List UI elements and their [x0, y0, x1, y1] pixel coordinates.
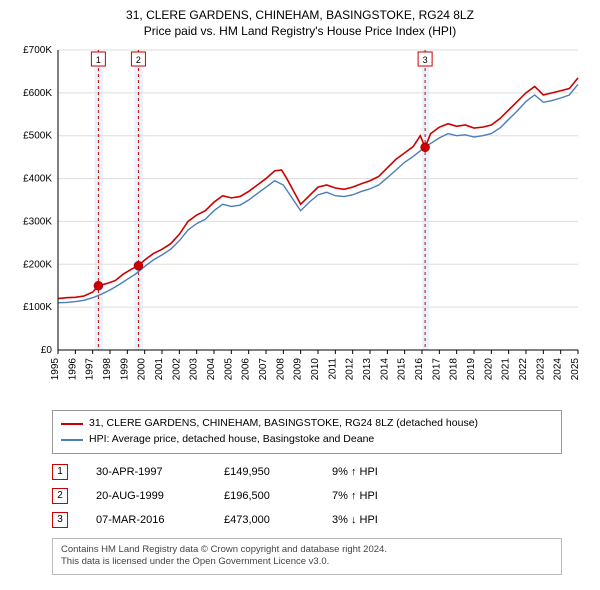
svg-text:£500K: £500K: [23, 131, 52, 142]
svg-text:2008: 2008: [275, 358, 286, 381]
svg-text:£200K: £200K: [23, 259, 52, 270]
svg-text:2001: 2001: [154, 358, 165, 381]
svg-text:2005: 2005: [223, 358, 234, 381]
transaction-badge: 2: [52, 488, 68, 504]
chart-svg: £0 £100K £200K £300K £400K £500K £600K £700K 199…: [10, 42, 586, 402]
transaction-delta: 9% ↑ HPI: [332, 466, 422, 478]
title-block: 31, CLERE GARDENS, CHINEHAM, BASINGSTOKE…: [10, 8, 590, 38]
svg-text:2024: 2024: [553, 358, 564, 381]
footer-line2: This data is licensed under the Open Gov…: [61, 556, 553, 569]
svg-text:1997: 1997: [85, 358, 96, 381]
transaction-delta: 7% ↑ HPI: [332, 490, 422, 502]
svg-text:2006: 2006: [241, 358, 252, 381]
transaction-date: 07-MAR-2016: [96, 514, 196, 526]
legend-label-0: 31, CLERE GARDENS, CHINEHAM, BASINGSTOKE…: [89, 416, 478, 432]
svg-text:3: 3: [423, 55, 428, 65]
svg-text:£400K: £400K: [23, 174, 52, 185]
svg-text:2025: 2025: [570, 358, 581, 381]
transaction-delta: 3% ↓ HPI: [332, 514, 422, 526]
svg-text:£100K: £100K: [23, 302, 52, 313]
svg-text:2016: 2016: [414, 358, 425, 381]
svg-text:2007: 2007: [258, 358, 269, 381]
transaction-price: £149,950: [224, 466, 304, 478]
transaction-date: 30-APR-1997: [96, 466, 196, 478]
transaction-badge: 3: [52, 512, 68, 528]
svg-text:1995: 1995: [50, 358, 61, 381]
svg-text:£700K: £700K: [23, 45, 52, 56]
svg-text:2020: 2020: [483, 358, 494, 381]
transaction-badge: 1: [52, 464, 68, 480]
svg-text:1998: 1998: [102, 358, 113, 381]
transaction-row: 3 07-MAR-2016 £473,000 3% ↓ HPI: [52, 508, 582, 532]
svg-text:2023: 2023: [535, 358, 546, 381]
svg-text:2010: 2010: [310, 358, 321, 381]
chart-area: £0 £100K £200K £300K £400K £500K £600K £700K 199…: [10, 42, 586, 402]
legend-row: HPI: Average price, detached house, Basi…: [61, 432, 553, 448]
svg-text:1: 1: [96, 55, 101, 65]
transaction-row: 2 20-AUG-1999 £196,500 7% ↑ HPI: [52, 484, 582, 508]
svg-text:£600K: £600K: [23, 88, 52, 99]
svg-text:2012: 2012: [345, 358, 356, 381]
svg-text:2000: 2000: [137, 358, 148, 381]
svg-text:2015: 2015: [397, 358, 408, 381]
svg-text:2003: 2003: [189, 358, 200, 381]
legend-swatch-1: [61, 439, 83, 441]
transactions-table: 1 30-APR-1997 £149,950 9% ↑ HPI 2 20-AUG-1999…: [52, 460, 582, 532]
svg-text:2018: 2018: [449, 358, 460, 381]
svg-text:£300K: £300K: [23, 216, 52, 227]
svg-text:2017: 2017: [431, 358, 442, 381]
footer-line1: Contains HM Land Registry data © Crown c…: [61, 544, 553, 557]
svg-text:2013: 2013: [362, 358, 373, 381]
title-sub: Price paid vs. HM Land Registry's House …: [10, 24, 590, 38]
transaction-price: £473,000: [224, 514, 304, 526]
svg-text:2011: 2011: [327, 358, 338, 380]
transaction-price: £196,500: [224, 490, 304, 502]
title-main: 31, CLERE GARDENS, CHINEHAM, BASINGSTOKE…: [10, 8, 590, 22]
legend-box: 31, CLERE GARDENS, CHINEHAM, BASINGSTOKE…: [52, 410, 562, 454]
svg-text:2014: 2014: [379, 358, 390, 381]
transaction-row: 1 30-APR-1997 £149,950 9% ↑ HPI: [52, 460, 582, 484]
svg-text:2021: 2021: [501, 358, 512, 381]
svg-text:1996: 1996: [67, 358, 78, 381]
svg-text:1999: 1999: [119, 358, 130, 381]
legend-swatch-0: [61, 423, 83, 425]
svg-text:2002: 2002: [171, 358, 182, 381]
svg-text:2009: 2009: [293, 358, 304, 381]
chart-container: 31, CLERE GARDENS, CHINEHAM, BASINGSTOKE…: [0, 0, 600, 590]
transaction-date: 20-AUG-1999: [96, 490, 196, 502]
legend-label-1: HPI: Average price, detached house, Basi…: [89, 432, 374, 448]
svg-text:2004: 2004: [206, 358, 217, 381]
svg-text:2022: 2022: [518, 358, 529, 381]
svg-text:2019: 2019: [466, 358, 477, 381]
footer-box: Contains HM Land Registry data © Crown c…: [52, 538, 562, 576]
svg-text:2: 2: [136, 55, 141, 65]
svg-text:£0: £0: [41, 345, 53, 356]
legend-row: 31, CLERE GARDENS, CHINEHAM, BASINGSTOKE…: [61, 416, 553, 432]
